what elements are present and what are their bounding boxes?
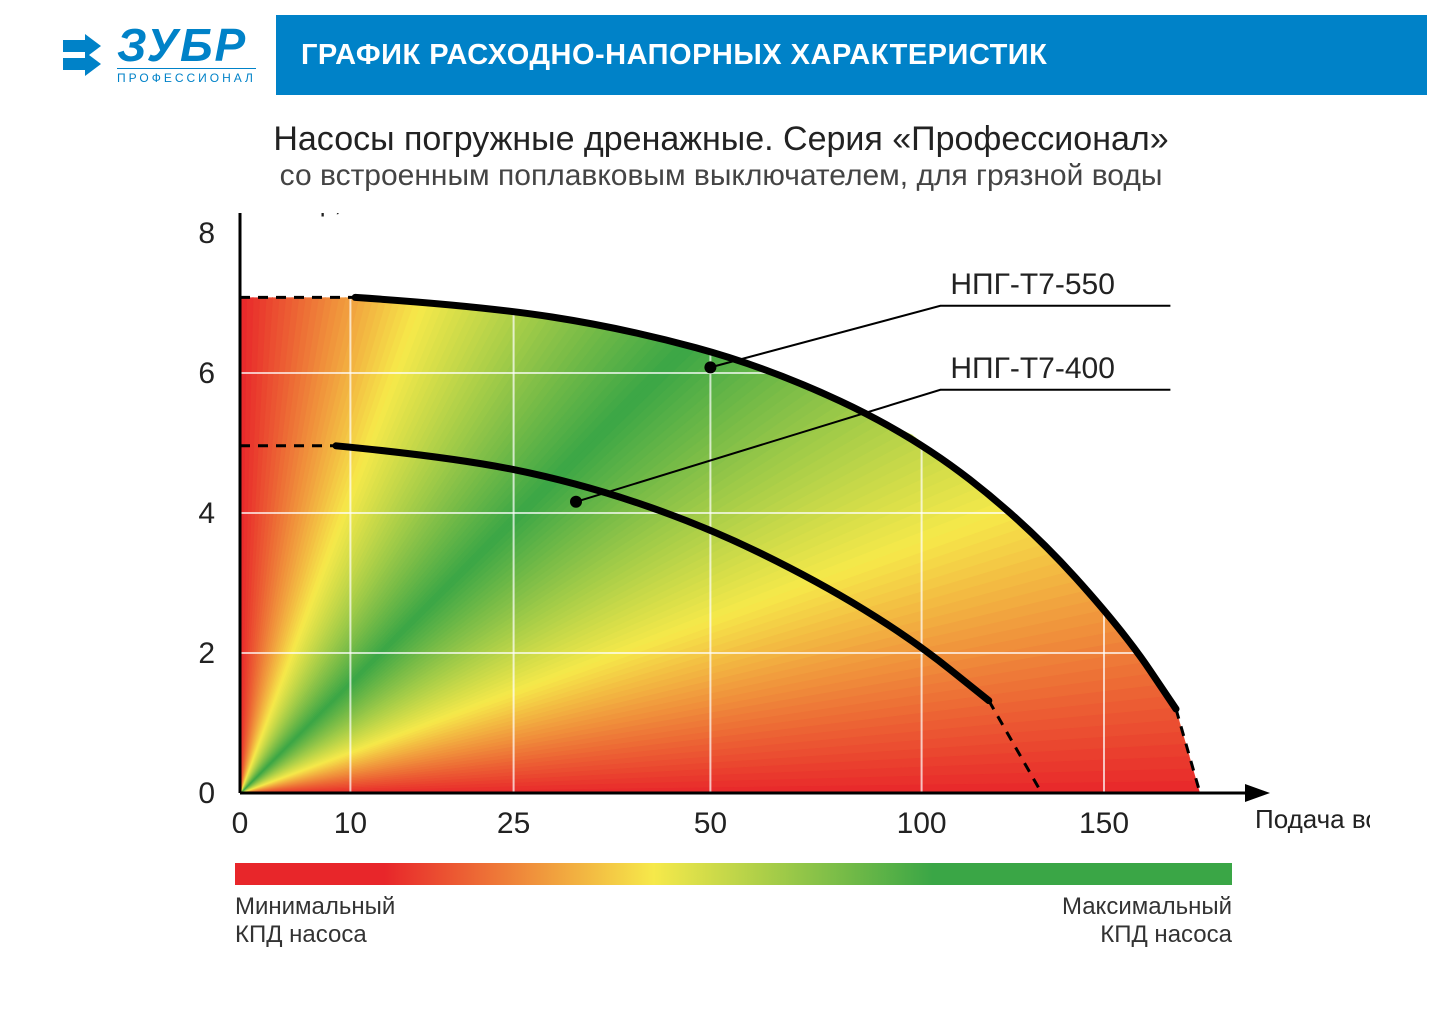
svg-text:0: 0 xyxy=(198,777,215,810)
svg-text:0: 0 xyxy=(232,807,249,833)
svg-text:НПГ-Т7-400: НПГ-Т7-400 xyxy=(950,352,1115,385)
brand-subtitle: ПРОФЕССИОНАЛ xyxy=(117,68,256,85)
svg-text:2: 2 xyxy=(198,637,215,670)
svg-text:8: 8 xyxy=(198,217,215,250)
brand-logo: ЗУБР ПРОФЕССИОНАЛ xyxy=(15,15,276,95)
svg-text:150: 150 xyxy=(1079,807,1129,833)
header-bar: ЗУБР ПРОФЕССИОНАЛ ГРАФИК РАСХОДНО-НАПОРН… xyxy=(15,15,1427,95)
legend-min: Минимальный КПД насоса xyxy=(235,893,395,949)
svg-text:10: 10 xyxy=(334,807,367,833)
efficiency-gradient-bar xyxy=(235,863,1232,885)
header-title: ГРАФИК РАСХОДНО-НАПОРНЫХ ХАРАКТЕРИСТИК xyxy=(276,15,1427,95)
legend-min-line2: КПД насоса xyxy=(235,921,395,949)
svg-text:6: 6 xyxy=(198,357,215,390)
pump-curve-chart: 02468Напор, м0102550100150Подача воды,л/… xyxy=(60,213,1370,833)
svg-text:25: 25 xyxy=(497,807,530,833)
chart-title: Насосы погружные дренажные. Серия «Профе… xyxy=(0,120,1442,159)
svg-text:Подача воды,: Подача воды, xyxy=(1255,804,1370,833)
chart-container: 02468Напор, м0102550100150Подача воды,л/… xyxy=(60,213,1382,833)
legend-max: Максимальный КПД насоса xyxy=(1062,893,1232,949)
legend-max-line2: КПД насоса xyxy=(1062,921,1232,949)
svg-text:4: 4 xyxy=(198,497,215,530)
legend-max-line1: Максимальный xyxy=(1062,893,1232,921)
chart-title-block: Насосы погружные дренажные. Серия «Профе… xyxy=(0,120,1442,193)
svg-text:50: 50 xyxy=(694,807,727,833)
brand-name: ЗУБР xyxy=(117,25,256,66)
svg-text:100: 100 xyxy=(897,807,947,833)
svg-text:Напор, м: Напор, м xyxy=(258,213,367,217)
chart-subtitle: со встроенным поплавковым выключателем, … xyxy=(0,159,1442,193)
efficiency-legend: Минимальный КПД насоса Максимальный КПД … xyxy=(235,893,1232,949)
legend-min-line1: Минимальный xyxy=(235,893,395,921)
svg-text:НПГ-Т7-550: НПГ-Т7-550 xyxy=(950,268,1115,301)
brand-arrow-icon xyxy=(55,30,105,80)
